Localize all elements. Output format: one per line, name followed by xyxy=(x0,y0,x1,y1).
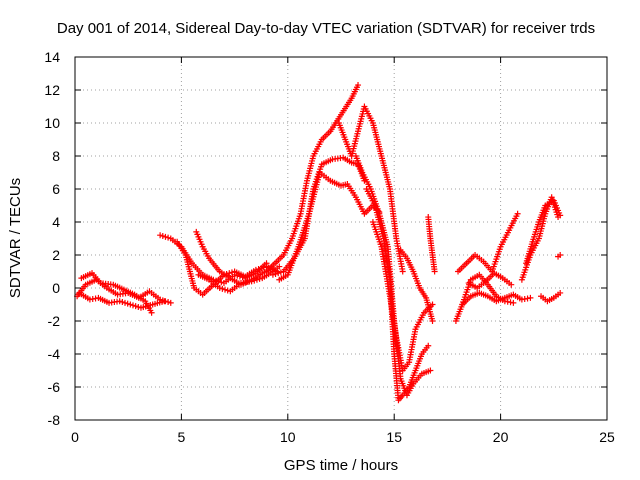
data-point-marker xyxy=(116,298,123,305)
data-point-marker xyxy=(276,263,283,270)
series-arc-h xyxy=(263,82,362,275)
data-point-marker xyxy=(219,285,226,292)
data-point-marker xyxy=(224,287,231,294)
data-point-marker xyxy=(508,281,515,288)
y-tick-label: -2 xyxy=(48,313,61,329)
series-arc-m xyxy=(363,186,432,404)
data-point-marker xyxy=(269,271,276,278)
series-arc-v xyxy=(523,197,564,267)
chart-title: Day 001 of 2014, Sidereal Day-to-day VTE… xyxy=(57,20,595,37)
data-point-marker xyxy=(557,252,564,258)
data-point-marker xyxy=(132,303,139,310)
x-tick-label: 5 xyxy=(178,429,186,445)
data-point-marker xyxy=(161,298,168,305)
data-point-marker xyxy=(157,232,164,239)
y-tick-label: 6 xyxy=(52,181,60,197)
plot-frame xyxy=(74,56,608,421)
data-point-marker xyxy=(165,234,172,241)
data-point-marker xyxy=(514,210,521,217)
data-point-marker xyxy=(148,309,155,316)
series-arc-t xyxy=(465,270,515,291)
data-point-marker xyxy=(129,302,136,309)
data-point-marker xyxy=(255,266,262,273)
data-point-marker xyxy=(248,278,255,285)
x-axis-label: GPS time / hours xyxy=(284,457,398,474)
x-tick-label: 15 xyxy=(386,429,402,445)
y-tick-label: -8 xyxy=(48,412,61,428)
data-point-marker xyxy=(272,270,279,277)
data-point-marker xyxy=(167,299,174,306)
y-tick-label: 14 xyxy=(44,49,60,65)
data-point-marker xyxy=(119,299,126,306)
x-tick-label: 20 xyxy=(493,429,509,445)
y-tick-label: 0 xyxy=(52,280,60,296)
series-arc-r xyxy=(455,210,521,275)
series-arc-k xyxy=(335,103,406,275)
series-arc-c xyxy=(76,289,168,311)
data-point-marker xyxy=(431,268,438,275)
data-point-marker xyxy=(222,286,229,293)
series-arc-o xyxy=(397,247,436,324)
data-point-marker xyxy=(124,300,131,307)
x-tick-label: 25 xyxy=(599,429,615,445)
y-tick-label: 10 xyxy=(44,115,60,131)
data-points xyxy=(74,82,564,404)
series-arc-w xyxy=(538,289,564,305)
data-point-marker xyxy=(252,266,259,273)
y-tick-label: 2 xyxy=(52,247,60,263)
data-point-marker xyxy=(162,233,169,240)
data-point-marker xyxy=(429,318,436,324)
data-point-marker xyxy=(527,294,534,301)
data-point-marker xyxy=(159,233,166,240)
y-tick-label: 8 xyxy=(52,148,60,164)
y-tick-label: -6 xyxy=(48,379,61,395)
y-axis-label: SDTVAR / TECUs xyxy=(7,178,24,298)
x-tick-label: 0 xyxy=(71,429,79,445)
data-point-marker xyxy=(425,342,432,349)
y-tick-label: 4 xyxy=(52,214,60,230)
data-point-marker xyxy=(135,303,142,310)
data-point-marker xyxy=(122,299,129,306)
data-point-marker xyxy=(251,277,258,284)
series-arc-p xyxy=(425,214,438,275)
data-point-marker xyxy=(256,275,263,282)
data-point-marker xyxy=(258,265,265,272)
data-point-marker xyxy=(355,82,362,89)
series-arc-s xyxy=(459,271,517,308)
data-point-marker xyxy=(226,270,233,277)
data-point-marker xyxy=(216,285,223,291)
data-point-marker xyxy=(557,212,564,219)
data-point-marker xyxy=(253,276,260,283)
series-arc-b xyxy=(78,270,155,316)
series-arc-x xyxy=(555,252,564,260)
data-point-marker xyxy=(275,270,282,277)
data-point-marker xyxy=(399,268,406,275)
data-point-marker xyxy=(127,301,134,308)
series-arc-g xyxy=(195,263,283,295)
y-tick-label: 12 xyxy=(44,82,60,98)
y-tick-label: -4 xyxy=(48,346,61,362)
data-point-marker xyxy=(277,269,284,276)
data-point-marker xyxy=(165,299,172,306)
data-point-marker xyxy=(557,289,564,296)
series-arc-n xyxy=(369,219,436,374)
data-point-marker xyxy=(427,367,434,374)
grid-lines xyxy=(75,57,607,420)
x-tick-label: 10 xyxy=(280,429,296,445)
data-point-marker xyxy=(510,299,517,306)
